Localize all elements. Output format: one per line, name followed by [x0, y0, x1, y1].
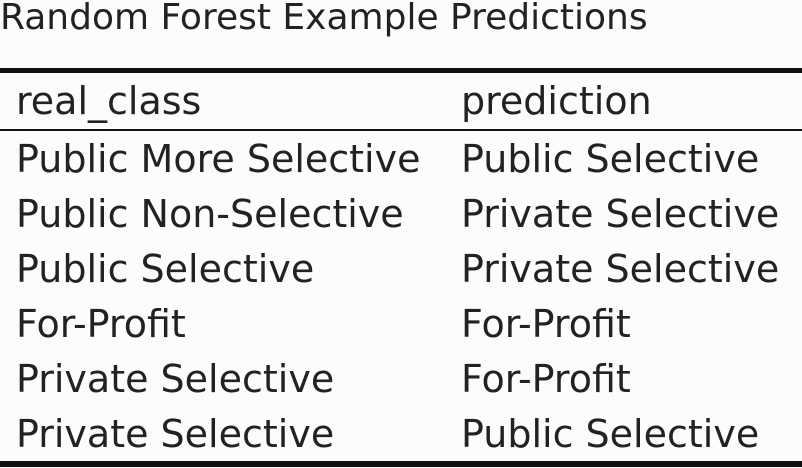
- cell-prediction: Private Selective: [461, 247, 780, 291]
- bottom-rule: [0, 461, 802, 467]
- cell-real-class: For-Profit: [16, 302, 186, 346]
- table-caption: Random Forest Example Predictions: [0, 0, 648, 38]
- cell-real-class: Public More Selective: [16, 137, 421, 181]
- cell-real-class: Public Non-Selective: [16, 192, 404, 236]
- cell-prediction: Private Selective: [461, 192, 780, 236]
- cell-real-class: Private Selective: [16, 412, 335, 456]
- top-rule: [0, 68, 802, 73]
- cell-prediction: Public Selective: [461, 137, 760, 181]
- cell-prediction: For-Profit: [461, 302, 631, 346]
- column-header-real-class: real_class: [16, 79, 202, 123]
- header-rule: [0, 129, 802, 131]
- cell-real-class: Private Selective: [16, 357, 335, 401]
- cell-prediction: For-Profit: [461, 357, 631, 401]
- cell-real-class: Public Selective: [16, 247, 315, 291]
- column-header-prediction: prediction: [461, 79, 652, 123]
- cell-prediction: Public Selective: [461, 412, 760, 456]
